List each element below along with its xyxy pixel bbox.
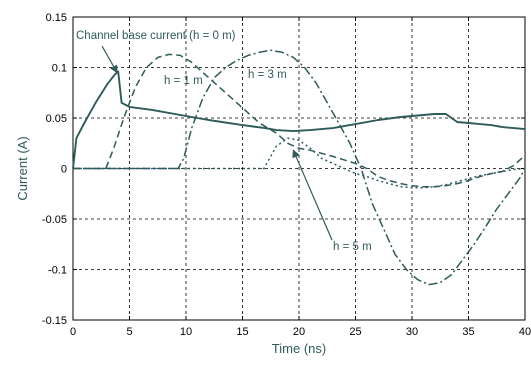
annotations: Channel base current (h = 0 m) h = 1 m h =… — [76, 30, 372, 253]
annotation-arrow-0 — [101, 45, 118, 74]
x-tick-label: 35 — [462, 326, 474, 338]
series-line-1 — [73, 53, 526, 188]
series-line-0 — [72, 70, 526, 169]
axis-ticks: 0 5 10 15 20 25 30 35 40 0.15 0.1 0.05 0 -0.05 -0.1 -0.… — [42, 12, 531, 338]
x-tick-label: 40 — [519, 326, 531, 338]
annotation-arrow-3 — [292, 149, 333, 241]
y-tick-label: 0 — [61, 164, 67, 176]
annotation-label-0: Channel base current (h = 0 m) — [76, 30, 236, 42]
y-axis-title: Current (A) — [15, 136, 30, 200]
y-tick-label: -0.05 — [42, 214, 67, 226]
x-tick-label: 15 — [236, 326, 248, 338]
annotation-label-1: h = 1 m — [164, 75, 203, 87]
series-line-2 — [73, 49, 526, 286]
y-tick-label: 0.05 — [46, 113, 67, 125]
x-tick-label: 20 — [293, 326, 305, 338]
x-tick-label: 10 — [180, 326, 192, 338]
y-tick-label: 0.15 — [46, 12, 67, 24]
series-lines — [72, 49, 526, 286]
x-tick-label: 25 — [349, 326, 361, 338]
x-tick-label: 5 — [126, 326, 132, 338]
y-tick-label: -0.15 — [42, 315, 67, 327]
x-tick-label: 30 — [406, 326, 418, 338]
annotation-label-3: h = 5 m — [333, 241, 372, 253]
y-tick-label: 0.1 — [52, 63, 67, 75]
x-tick-label: 0 — [70, 326, 76, 338]
y-tick-label: -0.1 — [48, 265, 67, 277]
x-axis-title: Time (ns) — [272, 341, 326, 356]
grid-lines — [73, 17, 525, 320]
annotation-label-2: h = 3 m — [248, 69, 287, 81]
